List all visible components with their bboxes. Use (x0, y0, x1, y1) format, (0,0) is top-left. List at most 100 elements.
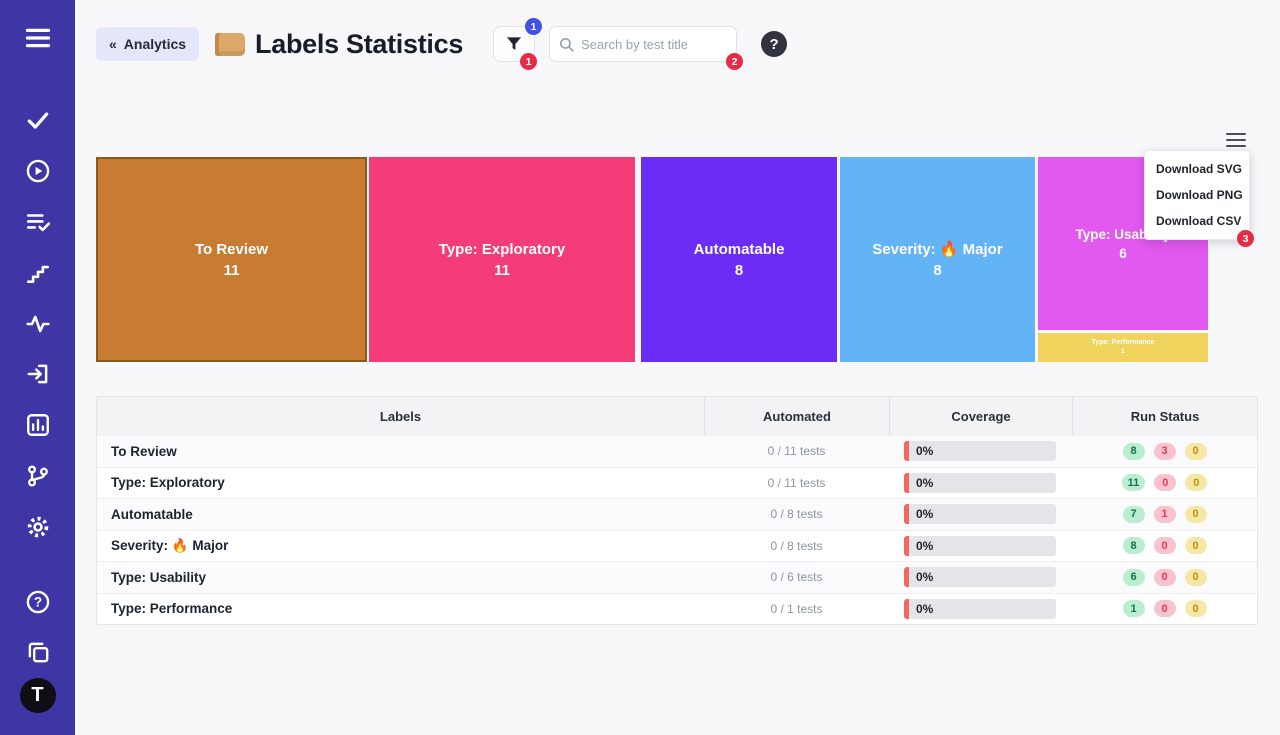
coverage-cell: 0% (889, 598, 1072, 619)
automated-cell: 0 / 8 tests (770, 507, 823, 522)
passed-badge: 6 (1122, 568, 1145, 586)
menu-item-download-png[interactable]: Download PNG (1156, 188, 1243, 202)
chart-download-menu: Download SVG Download PNG Download CSV 3 (1144, 150, 1254, 247)
analytics-icon (26, 414, 49, 437)
coverage-cell: 0% (889, 504, 1072, 525)
check-icon (27, 112, 48, 130)
progress-fill (904, 598, 909, 619)
help-button[interactable]: ? (761, 31, 788, 57)
table-header-row: Labels Automated Coverage Run Status (97, 397, 1257, 435)
settings-gear-icon (27, 516, 48, 538)
labels-treemap-chart: To Review 11 Type: Exploratory 11 Automa… (96, 132, 1258, 364)
skipped-badge: 0 (1184, 442, 1207, 460)
help-button-label: ? (769, 35, 779, 53)
treemap-value: 8 (933, 262, 942, 279)
failed-badge: 1 (1153, 505, 1176, 523)
treemap-label: To Review (194, 240, 269, 258)
sidebar-item-steps[interactable] (0, 247, 75, 298)
sidebar-item-tests[interactable] (0, 95, 75, 146)
column-header-coverage: Coverage (889, 397, 1072, 435)
passed-badge: 1 (1122, 600, 1145, 618)
passed-badge: 7 (1122, 505, 1145, 523)
testomat-logo[interactable]: T (19, 677, 56, 713)
run-status-cell: 11 0 0 (1072, 474, 1257, 492)
coverage-value: 0% (916, 444, 934, 459)
chevron-left-icon: « (109, 36, 117, 52)
progress-fill (904, 441, 909, 462)
table-row: Severity: 🔥 Major 0 / 8 tests 0% 8 0 0 (97, 529, 1257, 561)
automated-cell: 0 / 11 tests (767, 444, 826, 459)
skipped-badge: 0 (1185, 474, 1208, 492)
hotspot-badge-1: 1 (520, 53, 538, 70)
label-cell[interactable]: Type: Performance (111, 601, 233, 617)
label-cell[interactable]: Automatable (111, 506, 193, 522)
treemap-block-automatable[interactable]: Automatable 8 (641, 157, 837, 362)
passed-badge: 11 (1121, 474, 1146, 492)
treemap-label: Automatable (693, 240, 785, 258)
import-icon (27, 365, 47, 384)
label-cell[interactable]: Type: Exploratory (111, 475, 225, 491)
treemap-value: 6 (1119, 245, 1127, 261)
coverage-cell: 0% (889, 472, 1072, 493)
failed-badge: 0 (1154, 474, 1177, 492)
chart-menu-trigger-icon[interactable] (1226, 132, 1246, 153)
table-row: To Review 0 / 11 tests 0% 8 3 0 (97, 435, 1257, 467)
coverage-cell: 0% (889, 535, 1072, 556)
coverage-progress-bar: 0% (904, 535, 1056, 556)
table-row: Type: Performance 0 / 1 tests 0% 1 0 0 (97, 592, 1257, 624)
coverage-progress-bar: 0% (904, 441, 1056, 462)
automated-cell: 0 / 11 tests (767, 475, 826, 490)
label-cell[interactable]: To Review (111, 443, 177, 459)
skipped-badge: 0 (1184, 505, 1207, 523)
progress-fill (904, 504, 909, 525)
sidebar-item-help[interactable]: ? (0, 576, 75, 627)
projects-icon (28, 643, 48, 663)
page-header: « Analytics Labels Statistics 1 1 2 ? (75, 0, 1280, 70)
skipped-badge: 0 (1184, 600, 1207, 618)
coverage-value: 0% (916, 507, 934, 522)
search-input[interactable] (581, 36, 729, 52)
automated-cell: 0 / 8 tests (770, 538, 823, 553)
sidebar-item-branches[interactable] (0, 451, 75, 502)
treemap-block-severity-major[interactable]: Severity: 🔥 Major 8 (840, 157, 1035, 362)
menu-item-download-csv[interactable]: Download CSV (1156, 214, 1242, 228)
back-to-analytics-button[interactable]: « Analytics (96, 27, 200, 61)
run-status-cell: 6 0 0 (1072, 568, 1257, 586)
filter-count-badge: 1 (525, 18, 543, 35)
treemap-value: 1 (1121, 348, 1125, 355)
labels-table: Labels Automated Coverage Run Status To … (96, 396, 1258, 625)
treemap-block-to-review[interactable]: To Review 11 (96, 157, 367, 362)
search-icon (560, 37, 574, 52)
skipped-badge: 0 (1184, 568, 1207, 586)
column-header-run-status: Run Status (1072, 397, 1257, 435)
funnel-icon (506, 37, 522, 50)
sidebar: ? T (0, 0, 75, 735)
passed-badge: 8 (1122, 537, 1145, 555)
sidebar-item-pulse[interactable] (0, 298, 75, 349)
treemap-block-performance[interactable]: Type: Performance 1 (1038, 333, 1208, 362)
coverage-cell: 0% (889, 567, 1072, 588)
treemap-value: 11 (494, 261, 510, 279)
hamburger-menu-icon[interactable] (24, 24, 52, 57)
column-header-labels: Labels (379, 408, 422, 424)
branch-icon (27, 465, 48, 487)
sidebar-item-plans[interactable] (0, 197, 75, 248)
table-row: Type: Usability 0 / 6 tests 0% 6 0 0 (97, 561, 1257, 593)
sidebar-item-projects[interactable] (0, 627, 75, 678)
coverage-value: 0% (916, 538, 934, 553)
treemap-value: 8 (734, 261, 744, 279)
menu-item-download-svg[interactable]: Download SVG (1156, 162, 1243, 176)
table-row: Automatable 0 / 8 tests 0% 7 1 0 (97, 498, 1257, 530)
sidebar-item-runs[interactable] (0, 146, 75, 197)
label-cell[interactable]: Severity: 🔥 Major (111, 537, 229, 553)
sidebar-item-analytics[interactable] (0, 400, 75, 451)
coverage-progress-bar: 0% (904, 598, 1056, 619)
automated-cell: 0 / 6 tests (770, 570, 823, 585)
run-status-cell: 8 3 0 (1072, 442, 1257, 460)
sidebar-item-settings[interactable] (0, 501, 75, 552)
sidebar-item-import[interactable] (0, 349, 75, 400)
treemap-value: 11 (223, 261, 240, 279)
treemap-block-exploratory[interactable]: Type: Exploratory 11 (369, 157, 635, 362)
label-cell[interactable]: Type: Usability (111, 569, 207, 585)
svg-text:?: ? (33, 594, 41, 609)
